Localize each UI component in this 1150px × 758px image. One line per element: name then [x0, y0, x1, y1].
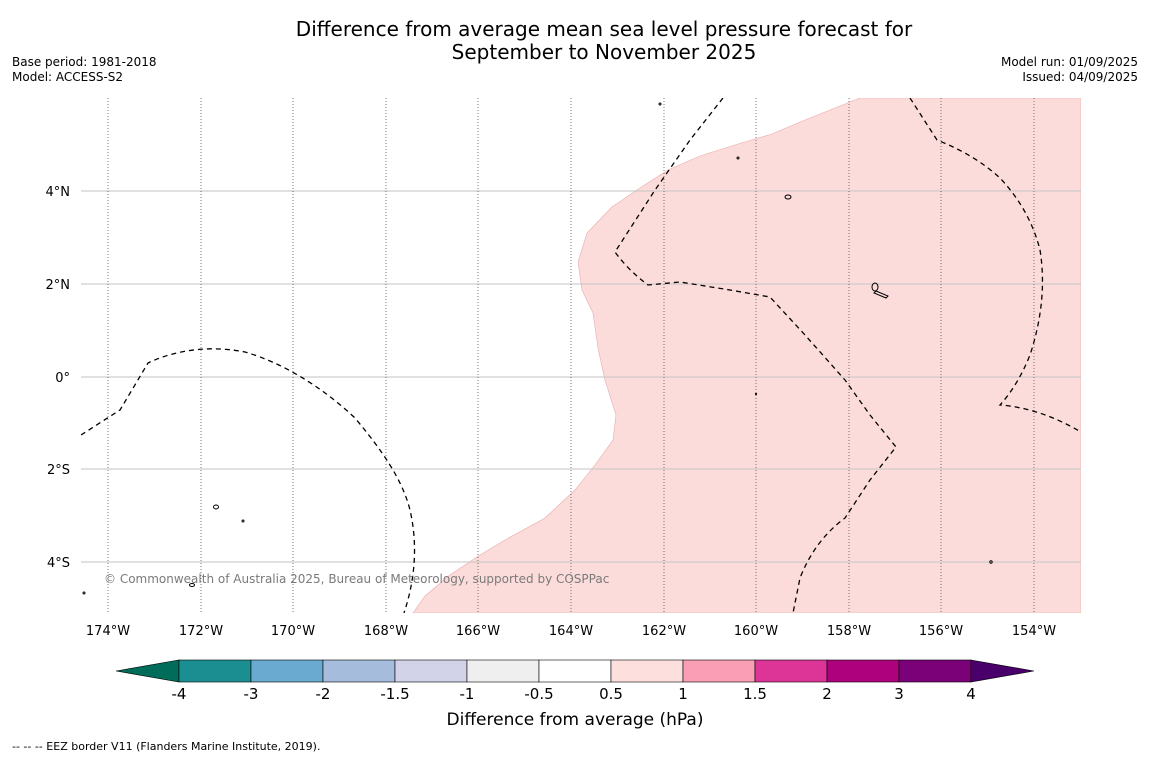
colorbar-segment [394, 659, 468, 683]
lon-label-172w: 172°W [179, 624, 223, 639]
colorbar-tick-label: 2 [822, 685, 832, 703]
model-name: Model: ACCESS-S2 [12, 70, 124, 84]
island-marker [873, 290, 889, 299]
colorbar-tick-label: 0.5 [599, 685, 623, 703]
colorbar-segment [178, 659, 252, 683]
lon-label-154w: 154°W [1012, 624, 1056, 639]
map-plot-area [81, 98, 1081, 613]
lon-label-168w: 168°W [364, 624, 408, 639]
colorbar-tick-label: 1 [678, 685, 688, 703]
colorbar-over-arrow [970, 659, 1035, 683]
lat-label-0: 0° [55, 371, 70, 386]
colorbar-segment [826, 659, 900, 683]
island-marker [784, 194, 792, 200]
lat-label-2s: 2°S [47, 463, 70, 478]
colorbar-tick-label: -1 [460, 685, 475, 703]
island-marker [189, 583, 195, 587]
colorbar-tick-label: -0.5 [524, 685, 553, 703]
colorbar-segment [322, 659, 396, 683]
colorbar-segment [250, 659, 324, 683]
lon-label-174w: 174°W [86, 624, 130, 639]
lon-label-164w: 164°W [549, 624, 593, 639]
colorbar-tick-label: 3 [894, 685, 904, 703]
lat-label-4s: 4°S [47, 556, 70, 571]
island-marker [754, 392, 758, 396]
colorbar-tick-label: -2 [316, 685, 331, 703]
eez-border-kiribati-west [81, 348, 416, 613]
info-right: Model run: 01/09/2025 Issued: 04/09/2025 [1001, 55, 1138, 85]
map-title: Difference from average mean sea level p… [0, 18, 1150, 64]
island-marker [989, 560, 993, 564]
colorbar-tick-label: 4 [966, 685, 976, 703]
colorbar-under-arrow [115, 659, 180, 683]
colorbar-label: Difference from average (hPa) [446, 710, 704, 730]
island-marker [871, 282, 879, 292]
colorbar-tick-label: -1.5 [380, 685, 409, 703]
colorbar-tick-label: -3 [244, 685, 259, 703]
lon-label-158w: 158°W [827, 624, 871, 639]
island-marker [82, 591, 86, 595]
eez-border-line-islands-north [614, 98, 897, 613]
latitude-gridlines [81, 190, 1081, 563]
info-left: Base period: 1981-2018 Model: ACCESS-S2 [12, 55, 157, 85]
colorbar-segment [754, 659, 828, 683]
latitude-labels: 4°N 2°N 0° 2°S 4°S [46, 185, 71, 571]
colorbar-segment [682, 659, 756, 683]
model-run: Model run: 01/09/2025 [1000, 55, 1138, 69]
island-marker [658, 102, 662, 106]
lon-label-162w: 162°W [642, 624, 686, 639]
lat-label-2n: 2°N [46, 278, 71, 293]
colorbar-segment [466, 659, 540, 683]
lat-label-4n: 4°N [46, 185, 71, 200]
island-marker [736, 156, 740, 160]
colorbar-segment [538, 659, 612, 683]
lon-label-160w: 160°W [734, 624, 778, 639]
colorbar-tick-label: -4 [172, 685, 187, 703]
lon-label-156w: 156°W [919, 624, 963, 639]
colorbar-segment [898, 659, 972, 683]
eez-footnote: -- -- -- EEZ border V11 (Flanders Marine… [12, 740, 321, 753]
copyright-notice: © Commonwealth of Australia 2025, Bureau… [104, 572, 610, 586]
longitude-gridlines [107, 98, 1035, 613]
colorbar-tick-labels: -4 -3 -2 -1.5 -1 -0.5 0.5 1 1.5 2 3 4 [172, 685, 976, 703]
title-line-2: September to November 2025 [451, 40, 757, 64]
islands [82, 102, 993, 595]
colorbar-segments [178, 659, 972, 683]
lon-label-166w: 166°W [456, 624, 500, 639]
issued-date: Issued: 04/09/2025 [1022, 70, 1138, 84]
colorbar-segment [610, 659, 684, 683]
title-line-1: Difference from average mean sea level p… [295, 17, 913, 41]
lon-label-170w: 170°W [271, 624, 315, 639]
base-period: Base period: 1981-2018 [12, 55, 157, 69]
island-marker [213, 504, 219, 510]
longitude-labels: 174°W 172°W 170°W 168°W 166°W 164°W 162°… [86, 624, 1056, 639]
eez-borders [81, 98, 1081, 613]
colorbar-tick-label: 1.5 [743, 685, 767, 703]
island-marker [241, 519, 245, 523]
colorbar: -4 -3 -2 -1.5 -1 -0.5 0.5 1 1.5 2 3 4 [115, 659, 1035, 703]
eez-border-east [909, 98, 1081, 433]
anomaly-fill-region [412, 98, 1081, 613]
